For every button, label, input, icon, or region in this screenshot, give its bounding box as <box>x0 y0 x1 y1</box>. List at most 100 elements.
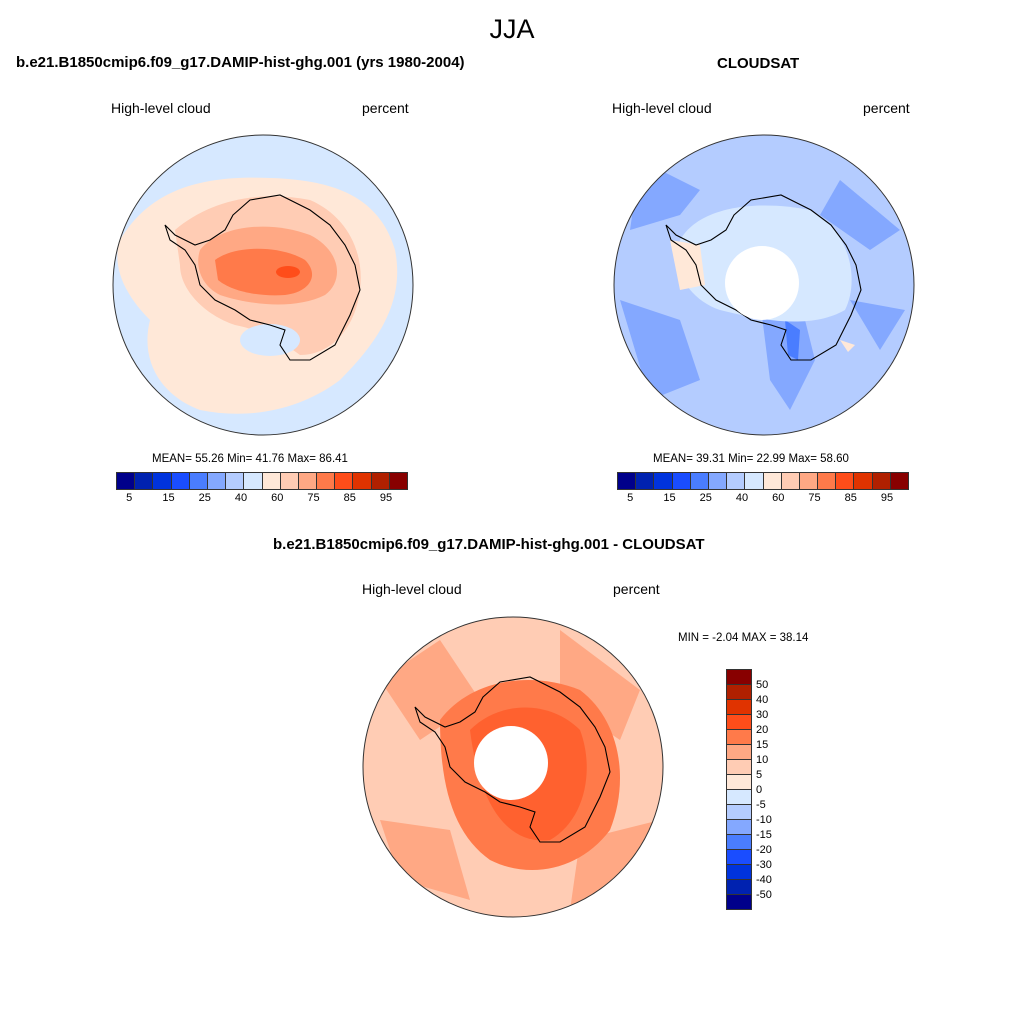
colorbar-box <box>727 715 751 730</box>
colorbar-tick-label: 5 <box>627 492 634 504</box>
panel1-title: b.e21.B1850cmip6.f09_g17.DAMIP-hist-ghg.… <box>16 54 465 71</box>
panel2-stats: MEAN= 39.31 Min= 22.99 Max= 58.60 <box>653 453 849 465</box>
panel2-title: CLOUDSAT <box>717 55 800 72</box>
colorbar-tick-label: -15 <box>756 829 772 841</box>
colorbar-tick-label: 85 <box>343 492 356 504</box>
colorbar-box <box>727 865 751 880</box>
colorbar-box <box>727 700 751 715</box>
colorbar-tick-label: 30 <box>756 709 769 721</box>
colorbar-tick-label: 40 <box>735 492 749 504</box>
panel1-units-label: percent <box>362 100 409 116</box>
colorbar-tick-label: 0 <box>756 784 763 796</box>
colorbar-box <box>727 895 751 909</box>
colorbar-box <box>262 473 281 489</box>
colorbar-box <box>117 473 136 489</box>
colorbar-box <box>153 473 172 489</box>
colorbar-tick-label: 5 <box>126 492 133 504</box>
colorbar-box <box>890 473 908 489</box>
colorbar-tick-label: 25 <box>699 492 712 504</box>
colorbar-box <box>727 730 751 745</box>
panel3-title: b.e21.B1850cmip6.f09_g17.DAMIP-hist-ghg.… <box>273 536 705 553</box>
panel3-map-border <box>362 616 664 918</box>
colorbar-tick-label: 85 <box>844 492 857 504</box>
figure-title: JJA <box>489 14 535 44</box>
panel1-colorbar <box>116 472 408 490</box>
panel2-map <box>614 135 914 435</box>
colorbar-tick-label: 15 <box>663 492 676 504</box>
colorbar-box <box>727 790 751 805</box>
colorbar-tick-label: -50 <box>756 889 772 901</box>
colorbar-box <box>763 473 782 489</box>
colorbar-box <box>727 760 751 775</box>
colorbar-box <box>690 473 709 489</box>
colorbar-box <box>244 473 263 489</box>
panel2-colorbar <box>617 472 909 490</box>
colorbar-tick-label: 5 <box>756 769 763 781</box>
colorbar-box <box>727 775 751 790</box>
colorbar-box <box>854 473 873 489</box>
panel3-stats: MIN = -2.04 MAX = 38.14 <box>678 632 809 644</box>
colorbar-box <box>335 473 354 489</box>
colorbar-box <box>189 473 208 489</box>
colorbar-box <box>371 473 390 489</box>
colorbar-box <box>207 473 227 489</box>
colorbar-box <box>818 473 837 489</box>
colorbar-tick-label: 95 <box>379 492 393 504</box>
colorbar-box <box>799 473 819 489</box>
colorbar-tick-label: 15 <box>162 492 175 504</box>
colorbar-tick-label: 60 <box>271 492 284 504</box>
panel2-units-label: percent <box>863 100 910 116</box>
panel1-map <box>113 135 413 435</box>
panel1-variable-label: High-level cloud <box>111 100 211 116</box>
colorbar-box <box>226 473 245 489</box>
colorbar-tick-label: 60 <box>772 492 785 504</box>
panel3-colorbar <box>726 669 752 910</box>
colorbar-box <box>171 473 190 489</box>
colorbar-box <box>727 880 751 895</box>
colorbar-tick-label: 40 <box>234 492 248 504</box>
panel3-map <box>363 617 663 917</box>
colorbar-tick-label: 25 <box>198 492 211 504</box>
panel3-units-label: percent <box>613 581 660 597</box>
colorbar-tick-label: 75 <box>307 492 320 504</box>
colorbar-box <box>353 473 372 489</box>
panel2-variable-label: High-level cloud <box>612 100 712 116</box>
colorbar-box <box>727 685 751 700</box>
panel1-stats: MEAN= 55.26 Min= 41.76 Max= 86.41 <box>152 453 348 465</box>
colorbar-box <box>389 473 407 489</box>
colorbar-box <box>727 835 751 850</box>
colorbar-box <box>618 473 637 489</box>
colorbar-box <box>280 473 299 489</box>
colorbar-box <box>836 473 855 489</box>
colorbar-box <box>298 473 318 489</box>
panel1-map-border <box>112 134 414 436</box>
colorbar-tick-label: 50 <box>756 679 769 691</box>
colorbar-box <box>727 670 751 685</box>
colorbar-box <box>135 473 154 489</box>
colorbar-tick-label: -5 <box>756 799 766 811</box>
colorbar-box <box>317 473 336 489</box>
colorbar-box <box>727 745 751 760</box>
colorbar-tick-label: 40 <box>756 694 769 706</box>
colorbar-tick-label: 15 <box>756 739 769 751</box>
colorbar-box <box>781 473 800 489</box>
colorbar-tick-label: 75 <box>808 492 821 504</box>
colorbar-tick-label: 95 <box>880 492 894 504</box>
colorbar-box <box>727 850 751 865</box>
colorbar-box <box>727 805 751 820</box>
colorbar-box <box>727 820 751 835</box>
panel2-map-border <box>613 134 915 436</box>
colorbar-box <box>872 473 891 489</box>
colorbar-tick-label: -40 <box>756 874 772 886</box>
colorbar-tick-label: -30 <box>756 859 772 871</box>
colorbar-box <box>654 473 673 489</box>
colorbar-box <box>636 473 655 489</box>
colorbar-tick-label: 10 <box>756 754 769 766</box>
colorbar-box <box>745 473 764 489</box>
colorbar-tick-label: -20 <box>756 844 772 856</box>
colorbar-box <box>727 473 746 489</box>
colorbar-box <box>708 473 728 489</box>
colorbar-box <box>672 473 691 489</box>
colorbar-tick-label: 20 <box>756 724 769 736</box>
